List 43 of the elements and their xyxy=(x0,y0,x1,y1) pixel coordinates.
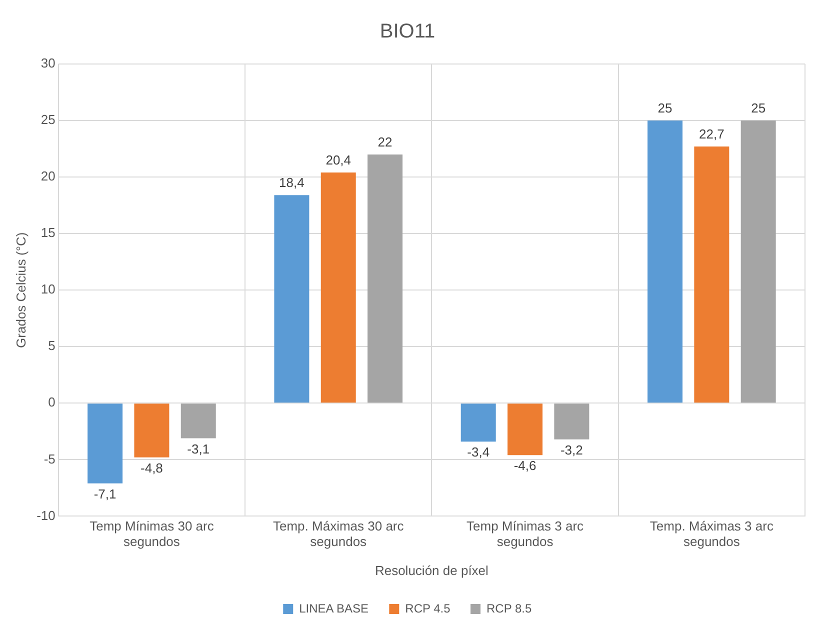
data-label: 18,4 xyxy=(279,175,304,190)
y-tick-label: -5 xyxy=(44,451,56,466)
bar xyxy=(554,404,590,440)
data-label: -4,6 xyxy=(514,458,536,474)
bar xyxy=(180,404,216,438)
bar xyxy=(740,120,776,403)
legend-label: LINEA BASE xyxy=(299,601,369,616)
data-label: 25 xyxy=(751,100,766,116)
legend-label: RCP 8.5 xyxy=(486,601,532,616)
bar xyxy=(648,120,683,403)
legend-label: RCP 4.5 xyxy=(405,601,451,616)
x-axis-title: Resolución de píxel xyxy=(374,562,489,578)
x-tick-label: Temp Mínimas 30 arc segundos xyxy=(90,518,214,550)
y-tick-label: 10 xyxy=(40,282,56,297)
y-axis-title: Grados Celcius (°C) xyxy=(13,232,28,348)
data-label: -4,8 xyxy=(140,460,163,476)
y-tick-label: 30 xyxy=(40,56,56,71)
bar xyxy=(320,172,356,403)
bar xyxy=(460,404,496,442)
bar xyxy=(694,146,730,403)
data-label: 25 xyxy=(658,100,672,116)
bar xyxy=(88,404,123,484)
bar xyxy=(508,404,543,456)
bar xyxy=(274,195,310,403)
bar xyxy=(134,404,170,458)
x-tick-label: Temp. Máximas 3 arc segundos xyxy=(650,518,774,550)
data-label: -7,1 xyxy=(94,486,116,502)
y-tick-label: 5 xyxy=(48,338,56,354)
x-tick-label: Temp Mínimas 3 arc segundos xyxy=(466,518,584,550)
data-label: -3,4 xyxy=(467,444,490,460)
y-tick-label: 25 xyxy=(40,112,56,128)
y-tick-label: 0 xyxy=(48,394,56,410)
data-label: 22,7 xyxy=(699,126,724,142)
y-tick-label: 15 xyxy=(40,225,56,240)
data-label: -3,1 xyxy=(187,441,210,456)
data-label: 20,4 xyxy=(326,152,352,168)
data-label: -3,2 xyxy=(560,442,583,458)
y-tick-label: -10 xyxy=(36,508,56,523)
y-tick-label: 20 xyxy=(40,168,56,184)
x-tick-label: Temp. Máximas 30 arc segundos xyxy=(272,518,404,550)
data-label: 22 xyxy=(378,134,392,150)
chart-title: BIO11 xyxy=(380,20,436,43)
bar xyxy=(368,154,403,403)
